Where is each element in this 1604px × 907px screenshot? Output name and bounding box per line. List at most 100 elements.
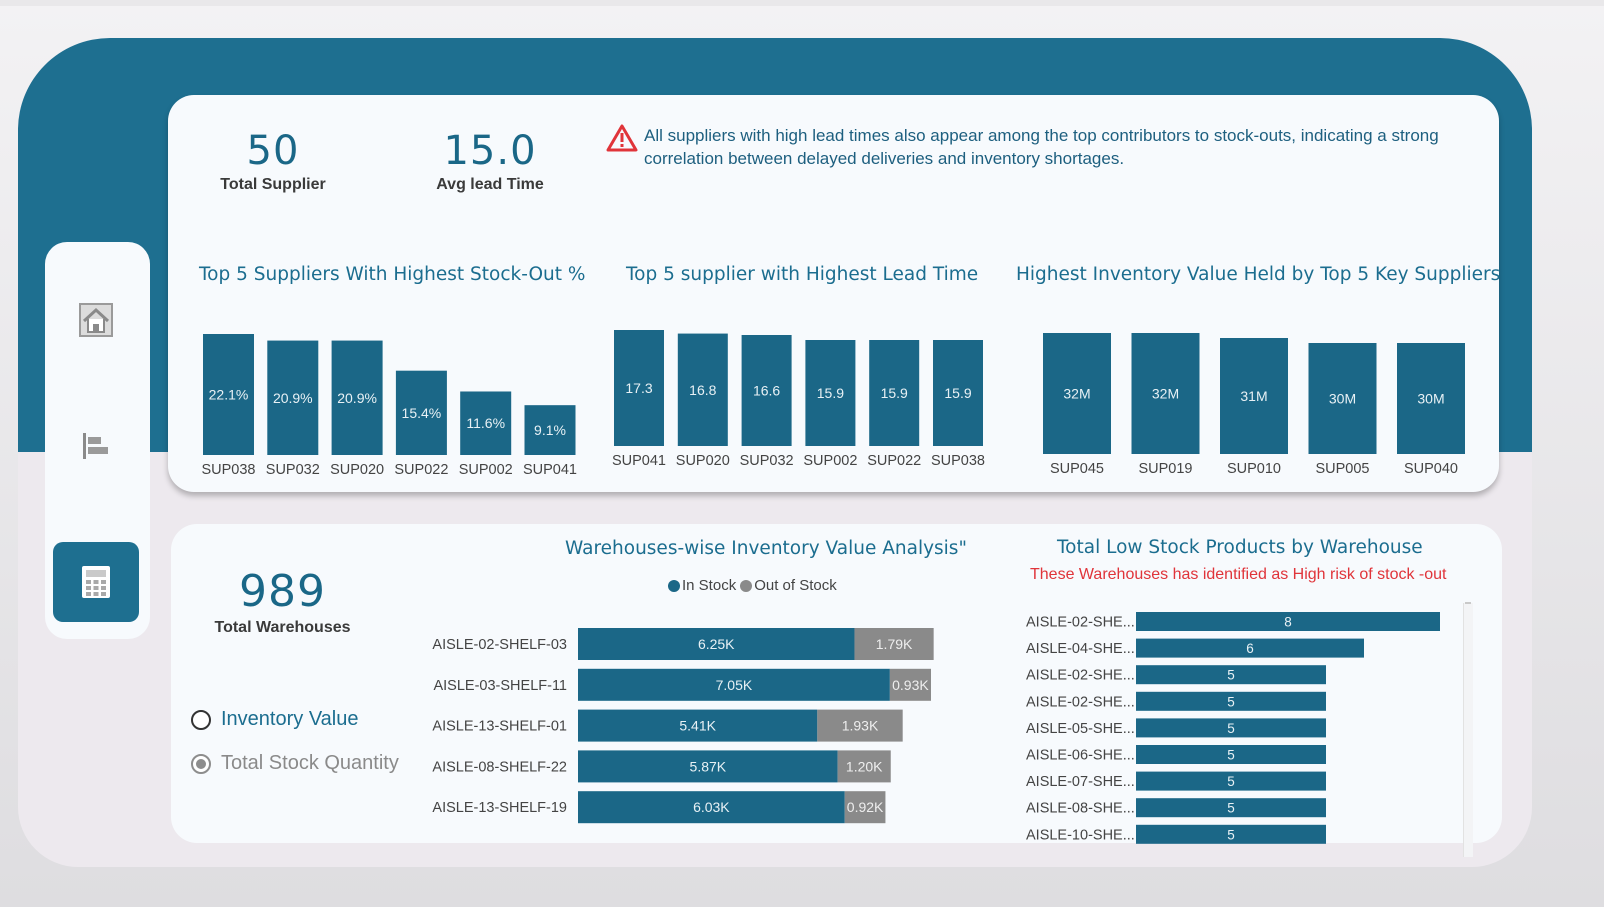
bar-low-stock[interactable] bbox=[1136, 638, 1364, 658]
bar-sup005[interactable] bbox=[1308, 343, 1377, 454]
bar-in-stock[interactable] bbox=[578, 668, 890, 701]
bar-low-stock[interactable] bbox=[1136, 718, 1326, 738]
x-tick-label: SUP032 bbox=[740, 453, 794, 469]
bar-sup045[interactable] bbox=[1043, 333, 1111, 454]
bar-in-stock[interactable] bbox=[578, 791, 845, 824]
y-tick-label: AISLE-02-SHELF-03 bbox=[432, 637, 567, 653]
bar-sup022[interactable] bbox=[395, 370, 447, 455]
legend-item-out-of-stock[interactable]: Out of Stock bbox=[740, 577, 837, 594]
bar-sup002[interactable] bbox=[805, 340, 856, 446]
inventory-value-chart-title: Highest Inventory Value Held by Top 5 Ke… bbox=[1016, 264, 1501, 285]
y-tick-label: AISLE-06-SHE... bbox=[1026, 748, 1135, 764]
bar-sup010[interactable] bbox=[1220, 338, 1288, 454]
stockout-bar-chart: 22.1% SUP038 20.9% SUP032 20.9% SUP020 15.4% SU… bbox=[201, 334, 577, 478]
bar-sup038[interactable] bbox=[933, 340, 983, 446]
bar-sup038[interactable] bbox=[203, 334, 254, 455]
y-tick-label: AISLE-02-SHE... bbox=[1026, 615, 1135, 631]
bar-sup041[interactable] bbox=[524, 405, 576, 455]
data-label: 5.87K bbox=[690, 758, 727, 774]
bar-low-stock[interactable] bbox=[1136, 798, 1326, 818]
inventory-value-bar-chart: 32M SUP045 32M SUP019 31M SUP010 30M SUP005 30M S… bbox=[1043, 333, 1465, 477]
radio-total-stock-quantity[interactable]: Total Stock Quantity bbox=[191, 752, 399, 775]
kpi-total-warehouses: 989 Total Warehouses bbox=[200, 566, 365, 637]
bar-sup022[interactable] bbox=[869, 340, 920, 446]
bar-low-stock[interactable] bbox=[1136, 612, 1440, 631]
bar-low-stock[interactable] bbox=[1136, 691, 1326, 711]
bar-low-stock[interactable] bbox=[1136, 824, 1326, 844]
bar-low-stock[interactable] bbox=[1136, 771, 1326, 791]
nav-home-button[interactable] bbox=[53, 280, 139, 360]
data-label: 11.6% bbox=[466, 415, 505, 431]
y-tick-label: AISLE-10-SHE... bbox=[1026, 827, 1135, 843]
bar-sup041[interactable] bbox=[614, 330, 664, 446]
low-stock-scrollbar[interactable] bbox=[1463, 603, 1473, 857]
bar-out-of-stock[interactable] bbox=[854, 628, 934, 660]
leadtime-chart-title: Top 5 supplier with Highest Lead Time bbox=[626, 264, 979, 285]
chart-legend: In Stock Out of Stock bbox=[668, 577, 837, 594]
bar-sup019[interactable] bbox=[1131, 333, 1200, 454]
window-top-strip bbox=[0, 0, 1604, 6]
data-label: 16.8 bbox=[689, 382, 716, 398]
radio-checked-icon bbox=[191, 753, 211, 774]
bar-out-of-stock[interactable] bbox=[817, 709, 903, 742]
data-label: 15.4% bbox=[402, 405, 442, 421]
legend-label: Out of Stock bbox=[754, 577, 837, 594]
data-label: 15.9 bbox=[881, 385, 908, 401]
calculator-icon bbox=[82, 566, 110, 598]
data-label: 9.1% bbox=[534, 422, 566, 438]
bar-low-stock[interactable] bbox=[1136, 745, 1326, 764]
radio-inventory-value[interactable]: Inventory Value bbox=[191, 708, 359, 731]
bar-sup040[interactable] bbox=[1397, 343, 1465, 454]
data-label: 5 bbox=[1227, 721, 1235, 736]
data-label: 15.9 bbox=[944, 385, 971, 401]
bar-out-of-stock[interactable] bbox=[844, 791, 886, 824]
low-stock-bar-chart: AISLE-02-SHE... 8 AISLE-04-SHE... 6 AISLE-02… bbox=[1026, 612, 1440, 844]
x-tick-label: SUP010 bbox=[1227, 461, 1281, 477]
y-tick-label: AISLE-13-SHELF-01 bbox=[432, 719, 567, 735]
sidebar-nav bbox=[45, 242, 150, 639]
data-label: 6 bbox=[1246, 641, 1254, 656]
nav-report-button[interactable] bbox=[53, 406, 139, 486]
data-label: 30M bbox=[1417, 391, 1444, 407]
bar-low-stock[interactable] bbox=[1136, 665, 1326, 685]
nav-calculator-button[interactable] bbox=[53, 542, 139, 622]
bar-out-of-stock[interactable] bbox=[889, 668, 931, 701]
y-tick-label: AISLE-08-SHE... bbox=[1026, 801, 1135, 817]
data-label: 5 bbox=[1227, 774, 1235, 789]
x-tick-label: SUP020 bbox=[330, 462, 384, 478]
bar-sup020[interactable] bbox=[677, 333, 728, 446]
y-tick-label: AISLE-08-SHELF-22 bbox=[432, 759, 567, 775]
x-tick-label: SUP045 bbox=[1050, 461, 1104, 477]
legend-item-in-stock[interactable]: In Stock bbox=[668, 577, 736, 594]
kpi-value: 50 bbox=[246, 128, 300, 174]
data-label: 17.3 bbox=[625, 380, 652, 396]
home-icon bbox=[79, 303, 113, 337]
bar-sup020[interactable] bbox=[331, 340, 383, 455]
y-tick-label: AISLE-02-SHE... bbox=[1026, 668, 1135, 684]
x-tick-label: SUP002 bbox=[459, 462, 513, 478]
data-label: 0.93K bbox=[892, 677, 929, 693]
data-label: 0.92K bbox=[847, 799, 884, 815]
data-label: 31M bbox=[1240, 388, 1267, 404]
bar-sup032[interactable] bbox=[741, 335, 792, 446]
data-label: 30M bbox=[1329, 391, 1356, 407]
insight-callout: All suppliers with high lead times also … bbox=[606, 124, 1486, 170]
radio-label: Inventory Value bbox=[221, 708, 359, 730]
data-label: 1.93K bbox=[842, 718, 879, 734]
bar-in-stock[interactable] bbox=[578, 750, 838, 783]
data-label: 5.41K bbox=[679, 718, 716, 734]
scrollbar-thumb[interactable] bbox=[1465, 602, 1471, 604]
bar-in-stock[interactable] bbox=[578, 709, 818, 742]
data-label: 15.9 bbox=[817, 385, 844, 401]
bar-in-stock[interactable] bbox=[578, 628, 855, 660]
bar-sup002[interactable] bbox=[460, 391, 512, 455]
bar-sup032[interactable] bbox=[267, 340, 319, 455]
data-label: 32M bbox=[1063, 386, 1090, 402]
leadtime-bar-chart: 17.3 SUP041 16.8 SUP020 16.6 SUP032 15.9 SUP002… bbox=[612, 330, 985, 469]
bar-out-of-stock[interactable] bbox=[837, 750, 891, 783]
x-tick-label: SUP038 bbox=[931, 453, 985, 469]
y-tick-label: AISLE-03-SHELF-11 bbox=[433, 678, 567, 694]
kpi-label: Avg lead Time bbox=[436, 176, 544, 193]
x-tick-label: SUP022 bbox=[394, 462, 448, 478]
x-tick-label: SUP041 bbox=[612, 453, 666, 469]
